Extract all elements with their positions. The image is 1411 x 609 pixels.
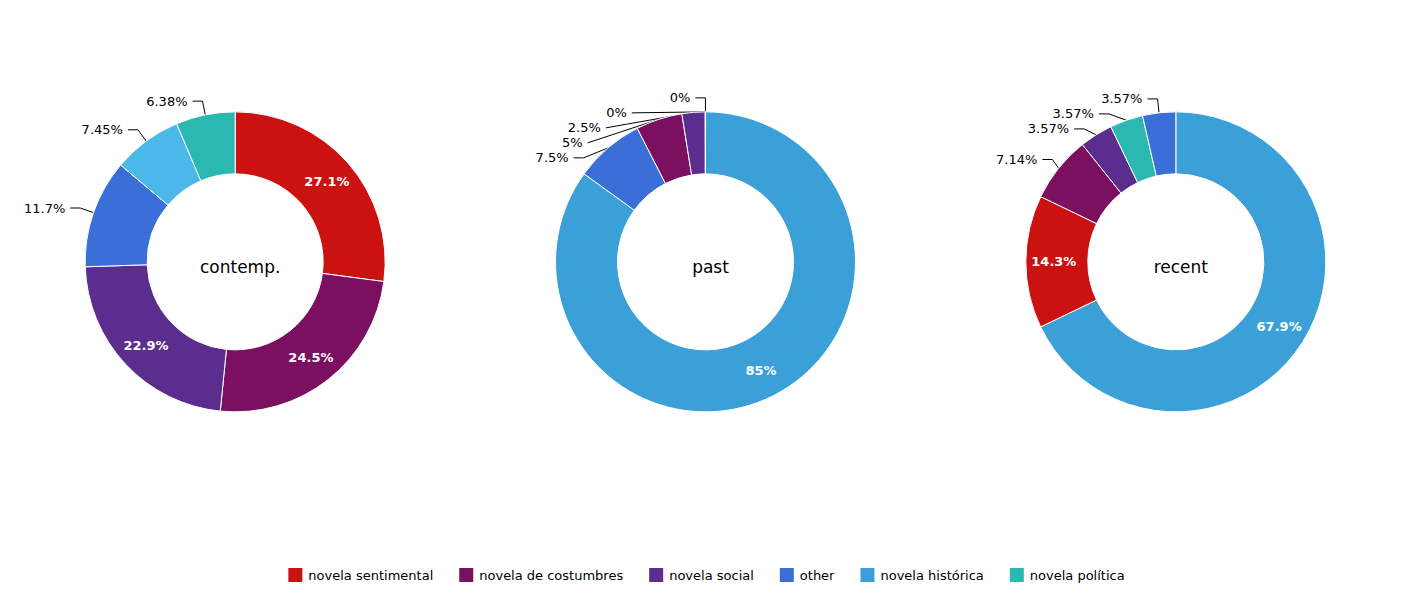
- svg-text:3.57%: 3.57%: [1101, 91, 1142, 106]
- svg-text:7.5%: 7.5%: [536, 150, 569, 165]
- svg-text:24.5%: 24.5%: [288, 350, 333, 365]
- svg-text:11.7%: 11.7%: [24, 201, 65, 216]
- svg-text:novela política: novela política: [1030, 568, 1125, 583]
- svg-text:27.1%: 27.1%: [304, 174, 349, 189]
- svg-text:22.9%: 22.9%: [124, 338, 169, 353]
- svg-text:novela social: novela social: [669, 568, 754, 583]
- svg-text:2.5%: 2.5%: [568, 120, 601, 135]
- svg-text:novela histórica: novela histórica: [880, 568, 983, 583]
- svg-text:67.9%: 67.9%: [1257, 319, 1302, 334]
- svg-text:0%: 0%: [606, 105, 627, 120]
- svg-text:7.14%: 7.14%: [996, 152, 1037, 167]
- svg-text:novela de costumbres: novela de costumbres: [479, 568, 623, 583]
- svg-text:novela sentimental: novela sentimental: [308, 568, 433, 583]
- svg-text:3.57%: 3.57%: [1053, 106, 1094, 121]
- svg-text:85%: 85%: [745, 363, 776, 378]
- svg-text:other: other: [800, 568, 835, 583]
- svg-text:14.3%: 14.3%: [1031, 254, 1076, 269]
- svg-text:past: past: [692, 257, 729, 277]
- svg-text:3.57%: 3.57%: [1028, 121, 1069, 136]
- svg-text:5%: 5%: [562, 135, 583, 150]
- svg-text:6.38%: 6.38%: [146, 94, 187, 109]
- svg-text:recent: recent: [1154, 257, 1209, 277]
- svg-text:contemp.: contemp.: [200, 257, 280, 277]
- svg-text:0%: 0%: [670, 90, 691, 105]
- svg-text:7.45%: 7.45%: [82, 122, 123, 137]
